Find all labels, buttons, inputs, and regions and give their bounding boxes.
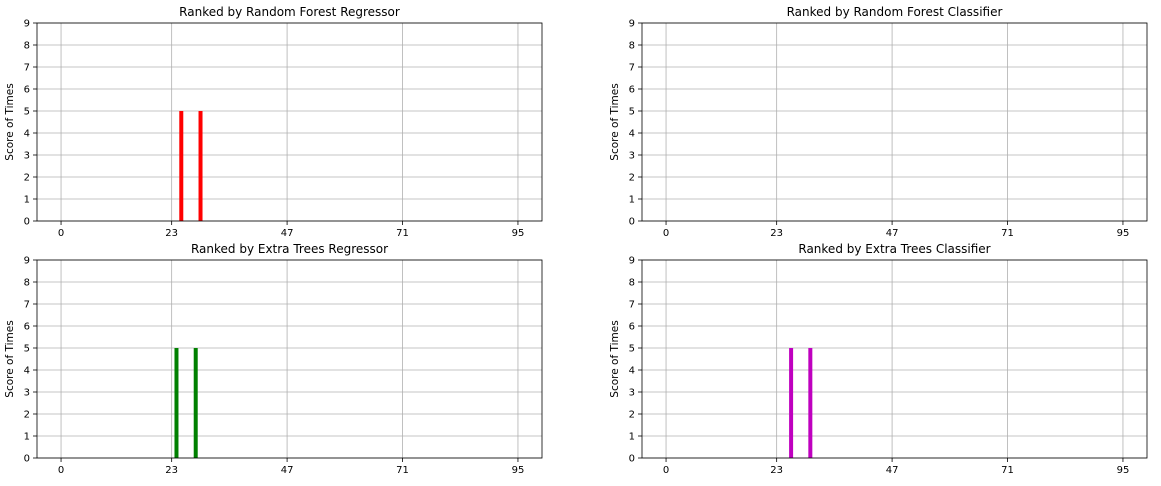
y-tick-label: 3 <box>629 151 635 162</box>
axes-frame <box>641 22 1148 222</box>
x-tick-label: 71 <box>1001 465 1014 476</box>
bar <box>174 348 179 458</box>
y-tick-label: 2 <box>24 410 30 421</box>
x-tick-label: 47 <box>886 228 899 239</box>
y-tick-label: 7 <box>629 300 635 311</box>
y-axis-label: Score of Times <box>609 320 621 397</box>
chart-title: Ranked by Random Forest Regressor <box>179 5 400 19</box>
y-tick-label: 1 <box>629 432 635 443</box>
y-tick-label: 8 <box>629 41 635 52</box>
y-axis-label: Score of Times <box>4 83 16 160</box>
x-tick-label: 71 <box>396 465 409 476</box>
bar <box>179 111 184 221</box>
chart-title: Ranked by Extra Trees Regressor <box>191 242 388 256</box>
y-tick-label: 7 <box>24 63 30 74</box>
y-tick-label: 5 <box>24 107 30 118</box>
bar <box>789 348 794 458</box>
axes-frame <box>36 22 543 222</box>
x-tick-label: 95 <box>1117 465 1130 476</box>
y-tick-label: 3 <box>629 388 635 399</box>
y-tick-label: 0 <box>24 454 30 465</box>
y-tick-label: 7 <box>24 300 30 311</box>
y-tick-label: 4 <box>24 366 30 377</box>
x-tick-label: 23 <box>770 228 783 239</box>
bar <box>808 348 813 458</box>
y-tick-label: 9 <box>24 256 30 267</box>
x-tick-label: 23 <box>770 465 783 476</box>
y-tick-label: 7 <box>629 63 635 74</box>
x-tick-label: 0 <box>663 228 669 239</box>
y-tick-label: 3 <box>24 388 30 399</box>
y-tick-label: 4 <box>24 129 30 140</box>
x-tick-label: 95 <box>512 465 525 476</box>
y-tick-label: 1 <box>24 432 30 443</box>
x-tick-label: 0 <box>58 228 64 239</box>
y-tick-label: 5 <box>629 344 635 355</box>
x-tick-label: 71 <box>396 228 409 239</box>
x-tick-label: 47 <box>281 228 294 239</box>
y-tick-label: 0 <box>629 454 635 465</box>
y-tick-label: 0 <box>24 217 30 228</box>
y-tick-label: 8 <box>24 41 30 52</box>
y-tick-label: 4 <box>629 366 635 377</box>
y-tick-label: 6 <box>629 85 635 96</box>
y-tick-label: 9 <box>629 256 635 267</box>
axes-frame <box>641 259 1148 459</box>
y-tick-label: 6 <box>24 85 30 96</box>
y-tick-label: 1 <box>24 195 30 206</box>
y-tick-label: 8 <box>629 278 635 289</box>
y-axis-label: Score of Times <box>4 320 16 397</box>
chart-title: Ranked by Extra Trees Classifier <box>798 242 990 256</box>
y-tick-label: 1 <box>629 195 635 206</box>
x-tick-label: 95 <box>1117 228 1130 239</box>
y-tick-label: 4 <box>629 129 635 140</box>
axes-frame <box>36 259 543 459</box>
y-tick-label: 3 <box>24 151 30 162</box>
x-tick-label: 0 <box>663 465 669 476</box>
y-tick-label: 9 <box>24 19 30 30</box>
y-tick-label: 0 <box>629 217 635 228</box>
y-tick-label: 2 <box>24 173 30 184</box>
y-tick-label: 2 <box>629 410 635 421</box>
y-tick-label: 6 <box>24 322 30 333</box>
y-tick-label: 5 <box>24 344 30 355</box>
y-tick-label: 8 <box>24 278 30 289</box>
x-tick-label: 0 <box>58 465 64 476</box>
bar <box>193 348 198 458</box>
y-tick-label: 6 <box>629 322 635 333</box>
y-tick-label: 2 <box>629 173 635 184</box>
x-tick-label: 23 <box>165 465 178 476</box>
x-tick-label: 95 <box>512 228 525 239</box>
x-tick-label: 71 <box>1001 228 1014 239</box>
x-tick-label: 47 <box>281 465 294 476</box>
chart-title: Ranked by Random Forest Classifier <box>787 5 1003 19</box>
x-tick-label: 23 <box>165 228 178 239</box>
y-axis-label: Score of Times <box>609 83 621 160</box>
x-tick-label: 47 <box>886 465 899 476</box>
bar <box>198 111 203 221</box>
y-tick-label: 9 <box>629 19 635 30</box>
y-tick-label: 5 <box>629 107 635 118</box>
